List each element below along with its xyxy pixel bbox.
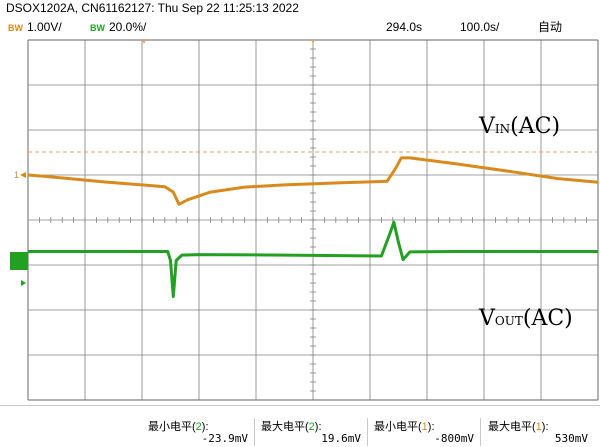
measurement-value: 19.6mV (321, 432, 361, 445)
vin-label-suffix: (AC) (510, 114, 560, 139)
time-scale[interactable]: 100.0s/ (460, 20, 500, 34)
measurement-min-ch1[interactable]: 最小电平(1): -800mV (370, 418, 481, 446)
vout-label-sub: OUT (495, 314, 523, 328)
scope-header: DSOX1202A, CN61162127: Thu Sep 22 11:25:… (0, 0, 600, 46)
measurement-label: 最小电平 (374, 421, 418, 433)
vin-label-main: V (478, 114, 496, 139)
vout-label: VOUT(AC) (478, 306, 573, 331)
trigger-mode[interactable]: 自动 (538, 20, 563, 34)
ch2-ground-marker[interactable] (10, 252, 28, 270)
ch1-scale: 1.00V/ (27, 20, 62, 34)
measurement-value: -800mV (434, 432, 474, 445)
waveform-traces (27, 156, 599, 298)
measurement-max-ch1[interactable]: 最大电平(1): 530mV (488, 421, 588, 445)
measurement-value: -23.9mV (201, 432, 248, 445)
measurement-channel: 1 (421, 421, 428, 433)
graticule (27, 39, 599, 401)
ch2-scale: 20.0%/ (109, 20, 147, 34)
measurement-label: 最大电平 (488, 421, 532, 433)
measurement-channel: 2 (308, 421, 315, 433)
ch1-trace (27, 156, 599, 206)
ch2-settings[interactable]: BW 20.0%/ (90, 20, 146, 35)
measurement-label: 最大电平 (261, 421, 305, 433)
measurement-channel: 2 (195, 421, 202, 433)
measurement-value: 530mV (554, 432, 588, 445)
ch2-trace (28, 220, 598, 298)
measurement-channel: 1 (535, 421, 542, 433)
vin-label: VIN(AC) (478, 114, 560, 139)
vin-label-sub: IN (495, 122, 510, 136)
measurement-label: 最小电平 (148, 421, 192, 433)
ch1-bw-icon: BW (8, 23, 23, 33)
vout-label-suffix: (AC) (523, 306, 573, 331)
trigger-position-marker (142, 40, 146, 44)
measurement-max-ch2[interactable]: 最大电平(2): 19.6mV (257, 418, 368, 446)
vout-label-main: V (478, 306, 496, 331)
measurement-bar: 最小电平(2): -23.9mV 最大电平(2): 19.6mV 最小电平(1)… (0, 405, 600, 447)
ch2-offset-arrow-icon (21, 280, 26, 286)
trigger-position-marker-alt (311, 40, 315, 44)
scope-title: DSOX1202A, CN61162127: Thu Sep 22 11:25:… (6, 1, 299, 15)
ch1-settings[interactable]: BW 1.00V/ (8, 20, 62, 35)
measurement-min-ch2[interactable]: 最小电平(2): -23.9mV (144, 418, 255, 446)
ch1-ground-arrow-icon (20, 172, 26, 178)
timebase-delay[interactable]: 294.0s (386, 20, 423, 34)
ch1-ground-marker[interactable]: 1 (14, 170, 19, 180)
ch2-bw-icon: BW (90, 23, 105, 33)
